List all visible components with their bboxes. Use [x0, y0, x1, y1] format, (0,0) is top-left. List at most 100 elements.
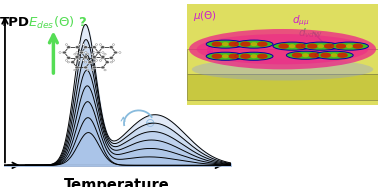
- Circle shape: [104, 53, 106, 55]
- Circle shape: [74, 53, 76, 55]
- Text: $E_{des}(\Theta)$ ?: $E_{des}(\Theta)$ ?: [28, 15, 88, 31]
- Circle shape: [84, 46, 88, 49]
- Circle shape: [84, 55, 88, 58]
- Ellipse shape: [228, 54, 239, 59]
- Circle shape: [79, 51, 84, 54]
- Circle shape: [67, 61, 70, 63]
- Circle shape: [101, 55, 105, 58]
- Circle shape: [112, 44, 115, 45]
- Ellipse shape: [292, 53, 302, 58]
- Circle shape: [92, 55, 96, 58]
- Circle shape: [87, 53, 89, 55]
- Circle shape: [76, 52, 78, 53]
- Ellipse shape: [206, 52, 244, 60]
- Ellipse shape: [307, 44, 318, 49]
- Circle shape: [85, 52, 87, 53]
- Circle shape: [92, 66, 96, 69]
- Circle shape: [88, 61, 92, 64]
- Circle shape: [104, 69, 106, 71]
- Circle shape: [82, 60, 85, 61]
- Circle shape: [96, 51, 101, 54]
- Circle shape: [67, 46, 71, 49]
- Circle shape: [65, 60, 68, 61]
- Text: TPD: TPD: [0, 16, 30, 29]
- Circle shape: [110, 61, 113, 63]
- Text: $\ominus$: $\ominus$: [144, 117, 156, 130]
- Ellipse shape: [302, 42, 340, 50]
- Ellipse shape: [251, 42, 257, 46]
- Circle shape: [62, 51, 67, 54]
- Ellipse shape: [212, 54, 222, 59]
- Ellipse shape: [251, 54, 257, 58]
- Ellipse shape: [289, 44, 296, 48]
- Circle shape: [101, 46, 105, 49]
- Ellipse shape: [222, 42, 229, 46]
- Ellipse shape: [324, 44, 335, 49]
- Circle shape: [101, 66, 105, 69]
- Circle shape: [92, 46, 96, 49]
- Ellipse shape: [257, 54, 268, 59]
- Ellipse shape: [317, 44, 324, 48]
- Circle shape: [82, 44, 85, 45]
- Circle shape: [84, 66, 88, 69]
- Ellipse shape: [235, 52, 273, 60]
- Ellipse shape: [273, 42, 311, 50]
- Ellipse shape: [240, 42, 251, 47]
- Circle shape: [109, 46, 113, 49]
- Circle shape: [99, 44, 102, 45]
- Circle shape: [113, 51, 118, 54]
- Ellipse shape: [330, 42, 369, 50]
- Circle shape: [85, 61, 87, 63]
- Circle shape: [74, 69, 76, 71]
- Ellipse shape: [295, 44, 306, 49]
- Ellipse shape: [331, 53, 338, 57]
- Circle shape: [59, 52, 61, 53]
- Polygon shape: [187, 74, 378, 100]
- Ellipse shape: [278, 44, 289, 49]
- Ellipse shape: [257, 42, 268, 47]
- Circle shape: [88, 61, 92, 64]
- Ellipse shape: [315, 51, 353, 59]
- Circle shape: [112, 60, 115, 61]
- Polygon shape: [187, 49, 378, 74]
- Circle shape: [109, 56, 113, 59]
- Text: $d_{\mu\mu}$: $d_{\mu\mu}$: [292, 14, 310, 28]
- Circle shape: [79, 51, 84, 54]
- Circle shape: [75, 55, 79, 58]
- Circle shape: [91, 53, 93, 55]
- Ellipse shape: [212, 42, 222, 47]
- Circle shape: [71, 61, 75, 64]
- Ellipse shape: [352, 44, 363, 49]
- Circle shape: [99, 60, 102, 61]
- Circle shape: [91, 69, 93, 71]
- Circle shape: [78, 44, 81, 45]
- Ellipse shape: [189, 29, 376, 69]
- Circle shape: [102, 52, 104, 53]
- Circle shape: [84, 56, 88, 59]
- Ellipse shape: [235, 40, 273, 48]
- Text: $d_{vdW}$: $d_{vdW}$: [298, 26, 323, 40]
- Circle shape: [75, 46, 79, 49]
- Ellipse shape: [206, 40, 244, 48]
- Circle shape: [65, 44, 68, 45]
- Ellipse shape: [228, 42, 239, 47]
- Circle shape: [101, 56, 105, 59]
- Ellipse shape: [320, 53, 331, 58]
- Circle shape: [87, 69, 89, 71]
- Text: $\mu(\Theta)$: $\mu(\Theta)$: [193, 9, 217, 23]
- Ellipse shape: [308, 53, 319, 58]
- Ellipse shape: [287, 51, 325, 59]
- Circle shape: [119, 52, 121, 53]
- Circle shape: [93, 61, 95, 63]
- Circle shape: [105, 61, 109, 64]
- Ellipse shape: [222, 54, 229, 58]
- Circle shape: [67, 56, 71, 59]
- Ellipse shape: [197, 34, 369, 64]
- Circle shape: [75, 56, 79, 59]
- Circle shape: [95, 60, 98, 61]
- Circle shape: [95, 44, 98, 45]
- Ellipse shape: [336, 44, 346, 49]
- Ellipse shape: [346, 44, 353, 48]
- Ellipse shape: [337, 53, 348, 58]
- Text: Temperature: Temperature: [64, 178, 170, 187]
